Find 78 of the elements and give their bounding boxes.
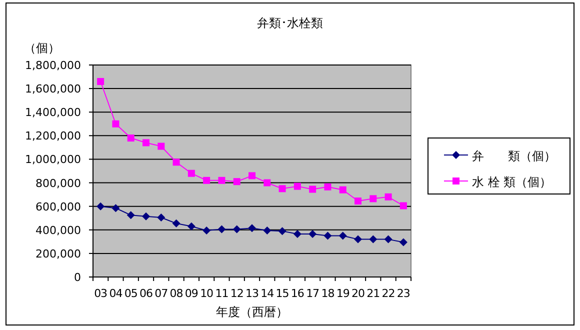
x-tick-label: 16 bbox=[290, 287, 304, 300]
point bbox=[218, 225, 226, 234]
x-tick-label: 09 bbox=[184, 287, 198, 300]
point bbox=[127, 134, 134, 142]
point bbox=[369, 235, 378, 244]
point bbox=[324, 232, 332, 240]
point bbox=[308, 230, 317, 238]
point bbox=[264, 179, 271, 186]
x-tick-label: 11 bbox=[215, 287, 228, 300]
point bbox=[399, 238, 408, 246]
chart-title: 弁類･水栓類 bbox=[257, 16, 323, 30]
point bbox=[187, 222, 196, 230]
x-tick-label: 03 bbox=[94, 287, 108, 300]
point bbox=[293, 230, 302, 238]
x-tick-label: 23 bbox=[396, 287, 410, 300]
point bbox=[218, 176, 226, 184]
x-tick-label: 14 bbox=[260, 287, 274, 300]
x-tick-label: 07 bbox=[154, 287, 168, 300]
point bbox=[400, 202, 407, 210]
x-tick-label: 05 bbox=[124, 287, 138, 300]
point bbox=[370, 195, 377, 202]
point bbox=[157, 214, 166, 222]
point bbox=[97, 78, 104, 85]
point bbox=[248, 172, 256, 180]
point bbox=[112, 204, 120, 212]
x-tick-label: 08 bbox=[170, 287, 184, 300]
y-tick-label: 400,000 bbox=[36, 224, 81, 237]
point bbox=[232, 225, 241, 234]
legend-label: 水 栓 類（個） bbox=[472, 175, 552, 189]
y-tick-label: 600,000 bbox=[36, 200, 81, 214]
point bbox=[384, 193, 392, 200]
x-tick-label: 22 bbox=[382, 287, 395, 300]
point bbox=[263, 226, 272, 234]
point bbox=[338, 232, 347, 240]
point bbox=[96, 202, 105, 210]
x-tick-label: 21 bbox=[366, 287, 380, 300]
point bbox=[384, 235, 392, 244]
y-tick-label: 1,800,000 bbox=[25, 59, 81, 72]
x-tick-label: 17 bbox=[306, 287, 320, 300]
point bbox=[233, 178, 240, 186]
point bbox=[354, 198, 362, 205]
legend-label: 弁 類（個） bbox=[472, 149, 556, 163]
x-tick-label: 18 bbox=[321, 287, 335, 300]
x-axis-title: 年度（西暦） bbox=[216, 305, 288, 319]
y-tick-label: 1,000,000 bbox=[25, 153, 81, 166]
point bbox=[278, 185, 286, 192]
x-tick-label: 13 bbox=[246, 287, 259, 300]
y-tick-label: 0 bbox=[74, 271, 81, 284]
point bbox=[112, 120, 120, 128]
point bbox=[202, 226, 211, 234]
x-tick-label: 06 bbox=[140, 287, 153, 300]
y-tick-label: 200,000 bbox=[36, 247, 81, 260]
point bbox=[309, 186, 316, 193]
point bbox=[203, 176, 210, 184]
point bbox=[188, 170, 195, 177]
point bbox=[248, 224, 256, 232]
x-tick-label: 12 bbox=[230, 287, 244, 300]
x-tick-label: 10 bbox=[200, 287, 214, 300]
point bbox=[324, 183, 332, 190]
point bbox=[172, 219, 180, 228]
point bbox=[126, 211, 135, 220]
point bbox=[158, 142, 165, 150]
point bbox=[294, 182, 301, 190]
x-tick-label: 15 bbox=[276, 287, 290, 300]
x-tick-label: 19 bbox=[336, 287, 350, 300]
x-tick-label: 04 bbox=[109, 287, 123, 300]
point bbox=[278, 227, 286, 236]
y-tick-label: 1,200,000 bbox=[25, 130, 81, 143]
y-tick-label: 800,000 bbox=[36, 176, 81, 190]
point bbox=[354, 235, 362, 244]
point bbox=[142, 212, 150, 220]
point bbox=[142, 139, 150, 146]
y-tick-label: 1,400,000 bbox=[25, 106, 81, 120]
point bbox=[172, 158, 180, 166]
y-axis-title: （個） bbox=[24, 41, 60, 55]
x-tick-label: 20 bbox=[352, 287, 365, 300]
point bbox=[339, 186, 346, 194]
y-tick-label: 1,600,000 bbox=[25, 82, 81, 96]
